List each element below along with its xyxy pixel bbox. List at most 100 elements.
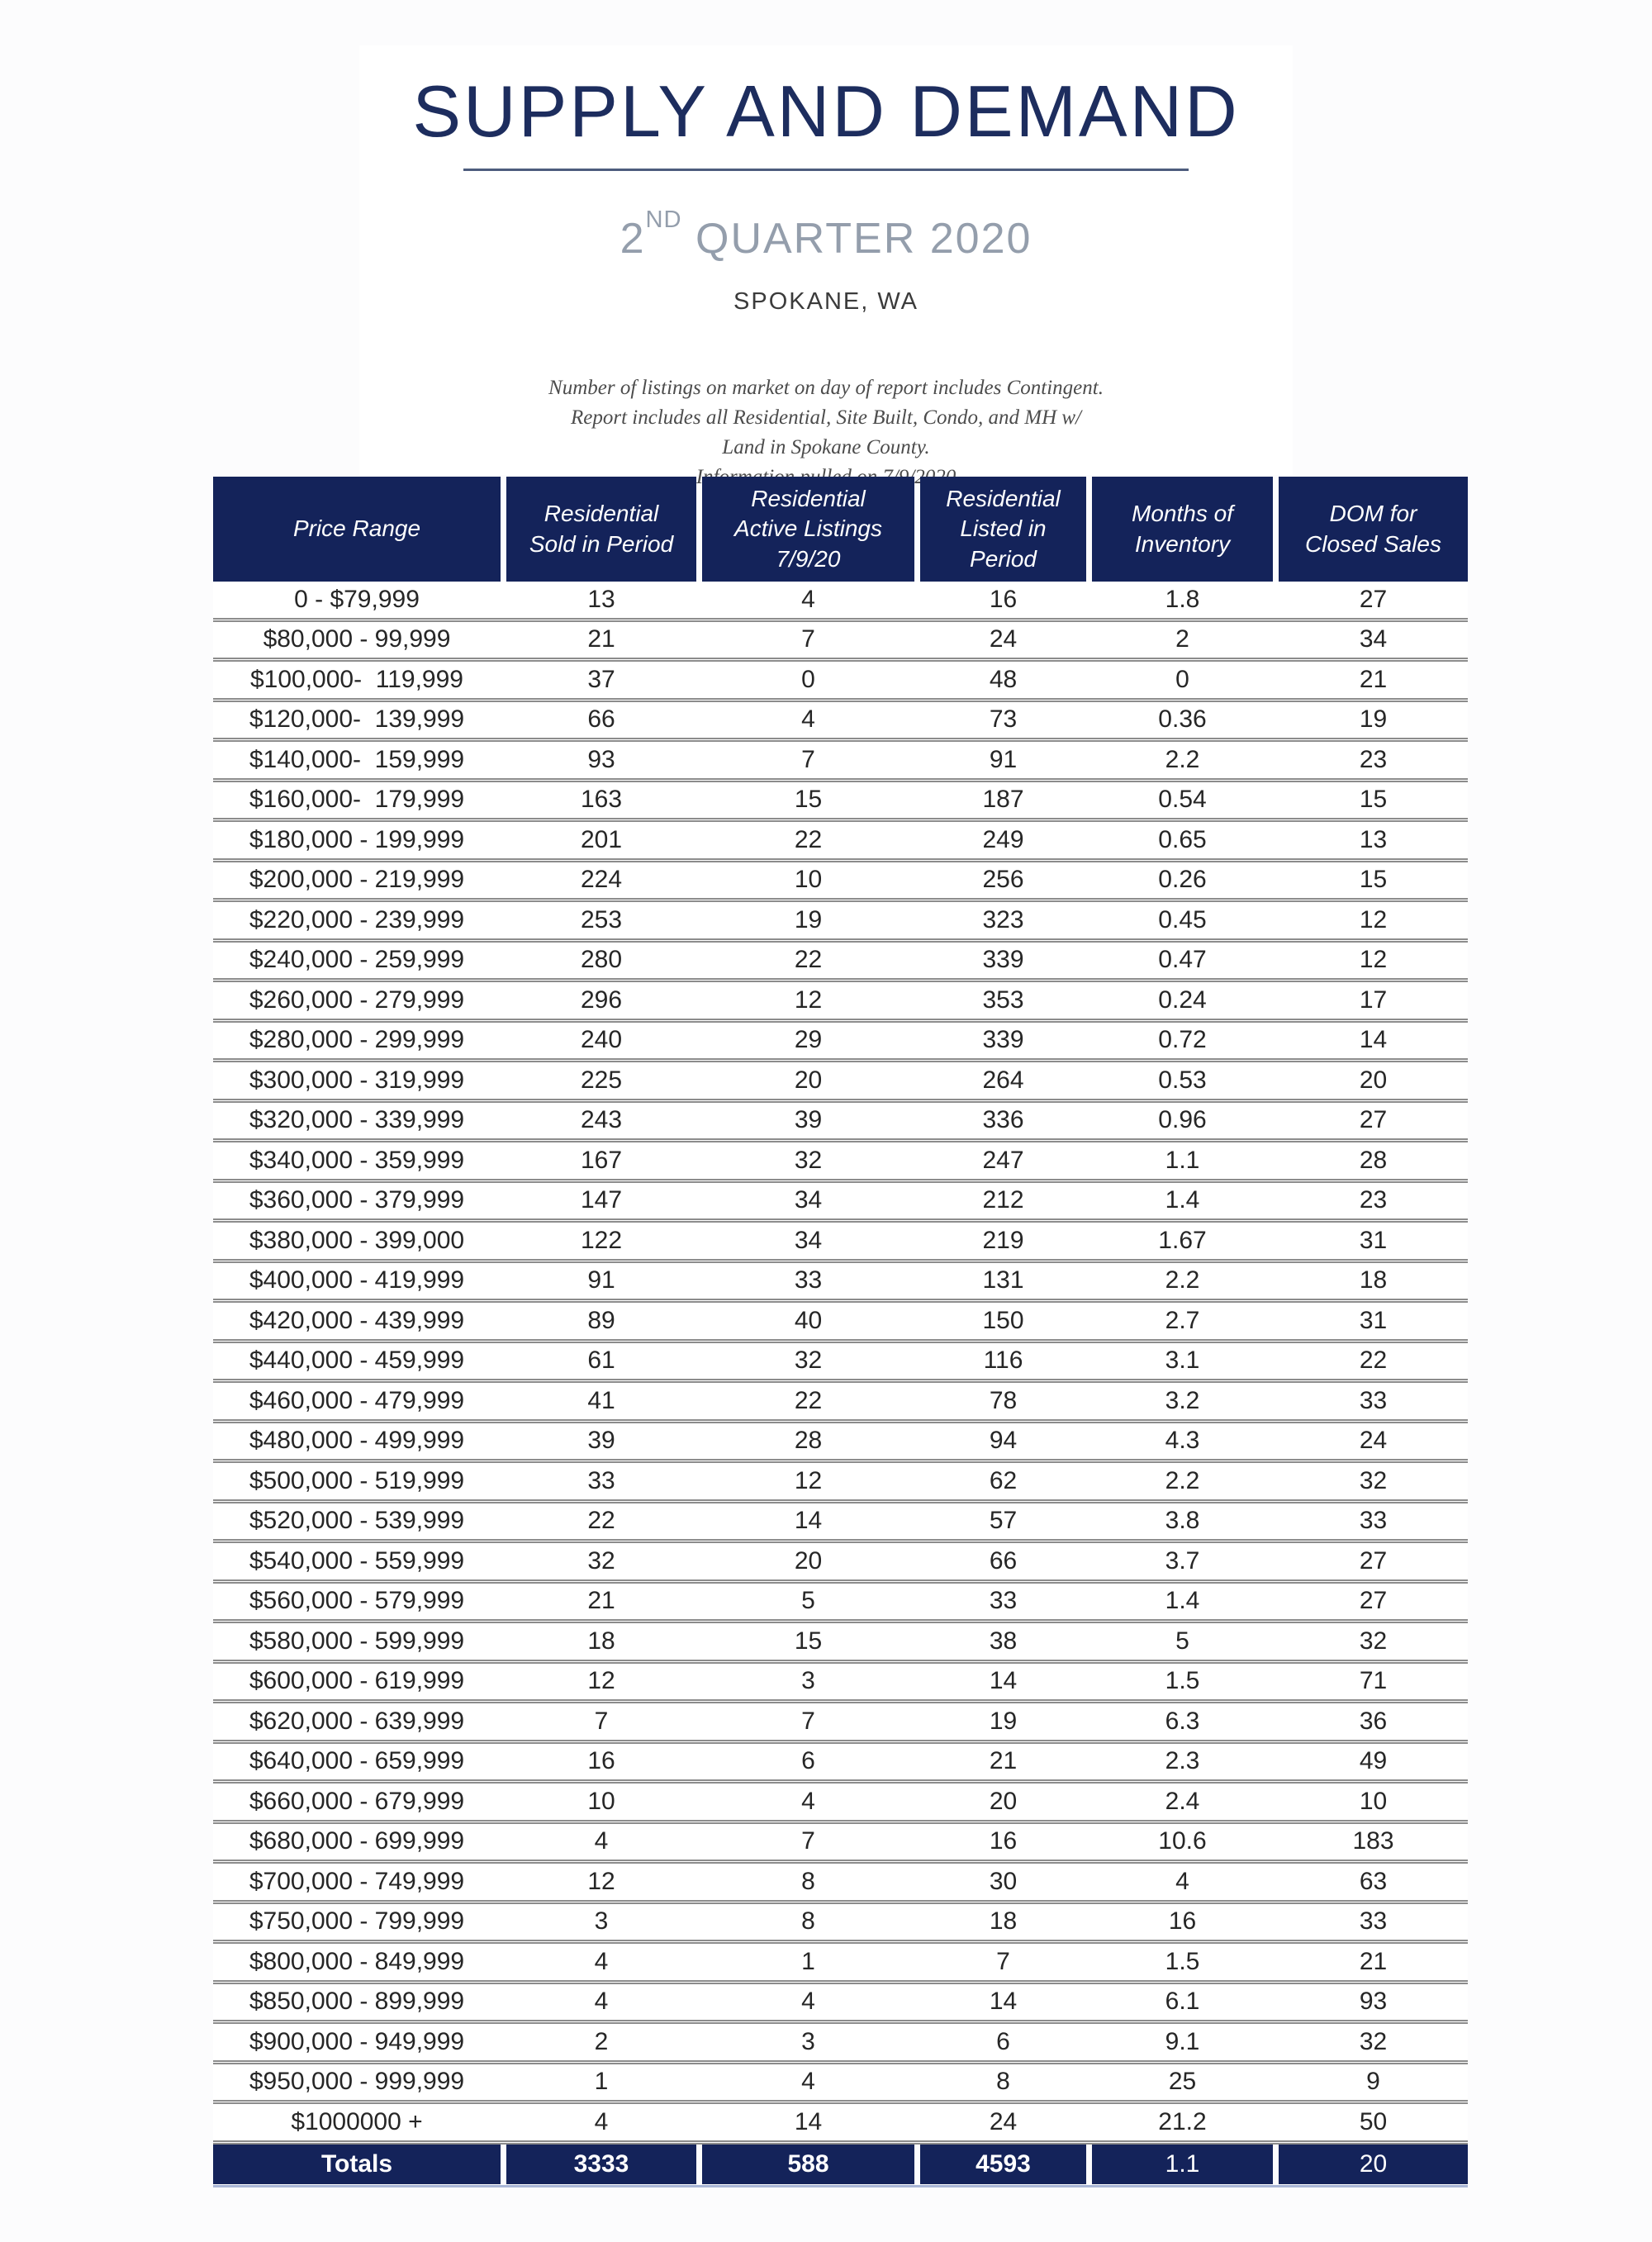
price-range-cell: $620,000 - 639,999 — [249, 1707, 465, 1735]
value-cell: 15 — [794, 786, 823, 814]
value-cell: 339 — [982, 1026, 1024, 1054]
table-row: $280,000 - 299,999 240 29 339 0.72 14 — [213, 1022, 1468, 1062]
value-cell: 6 — [996, 2027, 1010, 2055]
value-cell: 336 — [982, 1106, 1024, 1134]
column-header: Price Range — [213, 477, 501, 582]
value-cell: 94 — [989, 1427, 1018, 1455]
price-range-cell: $700,000 - 749,999 — [249, 1867, 465, 1895]
value-cell: 24 — [989, 2107, 1018, 2135]
table-row: $260,000 - 279,999 296 12 353 0.24 17 — [213, 982, 1468, 1023]
value-cell: 66 — [989, 1546, 1018, 1575]
value-cell: 61 — [587, 1347, 615, 1375]
report-note: Number of listings on market on day of r… — [359, 373, 1293, 492]
table-row: $180,000 - 199,999 201 22 249 0.65 13 — [213, 822, 1468, 862]
value-cell: 36 — [1359, 1707, 1388, 1735]
value-cell: 93 — [1359, 1988, 1388, 2016]
value-cell: 0 — [801, 665, 815, 693]
price-range-cell: $220,000 - 239,999 — [249, 905, 465, 933]
value-cell: 264 — [982, 1066, 1024, 1094]
table-row: $460,000 - 479,999 41 22 78 3.2 33 — [213, 1383, 1468, 1423]
value-cell: 1 — [594, 2068, 609, 2096]
table-row: $850,000 - 899,999 4 4 14 6.1 93 — [213, 1983, 1468, 2024]
value-cell: 62 — [989, 1466, 1018, 1494]
price-range-cell: $600,000 - 619,999 — [249, 1667, 465, 1695]
value-cell: 19 — [794, 905, 823, 933]
value-cell: 21.2 — [1158, 2107, 1207, 2135]
value-cell: 24 — [1359, 1427, 1388, 1455]
table-row: $340,000 - 359,999 167 32 247 1.1 28 — [213, 1142, 1468, 1183]
value-cell: 4 — [801, 705, 815, 734]
value-cell: 27 — [1359, 1546, 1388, 1575]
value-cell: 249 — [982, 825, 1024, 853]
value-cell: 15 — [1359, 866, 1388, 894]
value-cell: 28 — [1359, 1146, 1388, 1174]
value-cell: 15 — [794, 1627, 823, 1655]
table-row: $240,000 - 259,999 280 22 339 0.47 12 — [213, 942, 1468, 982]
value-cell: 4 — [801, 585, 815, 613]
price-range-cell: $440,000 - 459,999 — [249, 1347, 465, 1375]
value-cell: 2.2 — [1165, 1466, 1200, 1494]
value-cell: 16 — [587, 1747, 615, 1775]
value-cell: 2 — [1175, 625, 1189, 653]
value-cell: 20 — [794, 1546, 823, 1575]
value-cell: 34 — [794, 1186, 823, 1214]
value-cell: 71 — [1359, 1667, 1388, 1695]
value-cell: 4 — [594, 1988, 609, 2016]
price-range-cell: $850,000 - 899,999 — [249, 1988, 465, 2016]
value-cell: 16 — [989, 585, 1018, 613]
price-range-cell: $180,000 - 199,999 — [249, 825, 465, 853]
value-cell: 32 — [1359, 1627, 1388, 1655]
value-cell: 30 — [989, 1867, 1018, 1895]
value-cell: 10 — [587, 1787, 615, 1815]
value-cell: 20 — [1359, 1066, 1388, 1094]
value-cell: 48 — [989, 665, 1018, 693]
value-cell: 7 — [801, 1707, 815, 1735]
value-cell: 116 — [983, 1347, 1023, 1375]
price-range-cell: $520,000 - 539,999 — [249, 1507, 465, 1535]
value-cell: 22 — [794, 946, 823, 974]
value-cell: 9.1 — [1165, 2027, 1200, 2055]
value-cell: 33 — [989, 1587, 1018, 1615]
value-cell: 147 — [580, 1186, 623, 1214]
value-cell: 243 — [580, 1106, 623, 1134]
value-cell: 37 — [587, 665, 615, 693]
value-cell: 12 — [1359, 905, 1388, 933]
value-cell: 6 — [801, 1747, 815, 1775]
value-cell: 33 — [1359, 1507, 1388, 1535]
value-cell: 24 — [989, 625, 1018, 653]
table-row: $320,000 - 339,999 243 39 336 0.96 27 — [213, 1102, 1468, 1142]
table-totals-row: Totals 3333 588 4593 1.1 20 — [213, 2144, 1468, 2184]
price-range-cell: $140,000- 159,999 — [249, 745, 465, 773]
value-cell: 0.24 — [1158, 986, 1207, 1014]
price-range-cell: $560,000 - 579,999 — [249, 1587, 465, 1615]
value-cell: 187 — [982, 786, 1024, 814]
value-cell: 73 — [989, 705, 1018, 734]
column-header: Residential Active Listings 7/9/20 — [702, 477, 914, 582]
value-cell: 201 — [580, 825, 623, 853]
value-cell: 7 — [801, 745, 815, 773]
value-cell: 8 — [996, 2068, 1010, 2096]
value-cell: 14 — [989, 1667, 1018, 1695]
value-cell: 0.47 — [1158, 946, 1207, 974]
table-row: $220,000 - 239,999 253 19 323 0.45 12 — [213, 902, 1468, 943]
value-cell: 1.1 — [1165, 1146, 1200, 1174]
value-cell: 8 — [801, 1907, 815, 1936]
value-cell: 183 — [1352, 1827, 1394, 1855]
table-row: $620,000 - 639,999 7 7 19 6.3 36 — [213, 1703, 1468, 1744]
price-range-cell: $320,000 - 339,999 — [249, 1106, 465, 1134]
price-range-cell: $280,000 - 299,999 — [249, 1026, 465, 1054]
price-range-cell: $300,000 - 319,999 — [249, 1066, 465, 1094]
value-cell: 15 — [1359, 786, 1388, 814]
value-cell: 4 — [801, 2068, 815, 2096]
value-cell: 18 — [989, 1907, 1018, 1936]
table-row: $120,000- 139,999 66 4 73 0.36 19 — [213, 701, 1468, 742]
price-range-cell: $640,000 - 659,999 — [249, 1747, 465, 1775]
price-range-cell: $800,000 - 849,999 — [249, 1947, 465, 1975]
table-row: $900,000 - 949,999 2 3 6 9.1 32 — [213, 2024, 1468, 2064]
value-cell: 91 — [587, 1266, 615, 1294]
table-row: $140,000- 159,999 93 7 91 2.2 23 — [213, 742, 1468, 782]
price-range-cell: $200,000 - 219,999 — [249, 866, 465, 894]
value-cell: 219 — [982, 1226, 1024, 1254]
table-row: $380,000 - 399,000 122 34 219 1.67 31 — [213, 1223, 1468, 1263]
value-cell: 4 — [1175, 1867, 1189, 1895]
